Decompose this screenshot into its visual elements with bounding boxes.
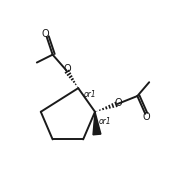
- Polygon shape: [93, 112, 101, 135]
- Text: O: O: [42, 29, 49, 39]
- Text: O: O: [115, 98, 122, 108]
- Text: or1: or1: [99, 117, 111, 126]
- Text: O: O: [64, 64, 71, 74]
- Text: or1: or1: [83, 90, 96, 99]
- Text: O: O: [142, 112, 150, 122]
